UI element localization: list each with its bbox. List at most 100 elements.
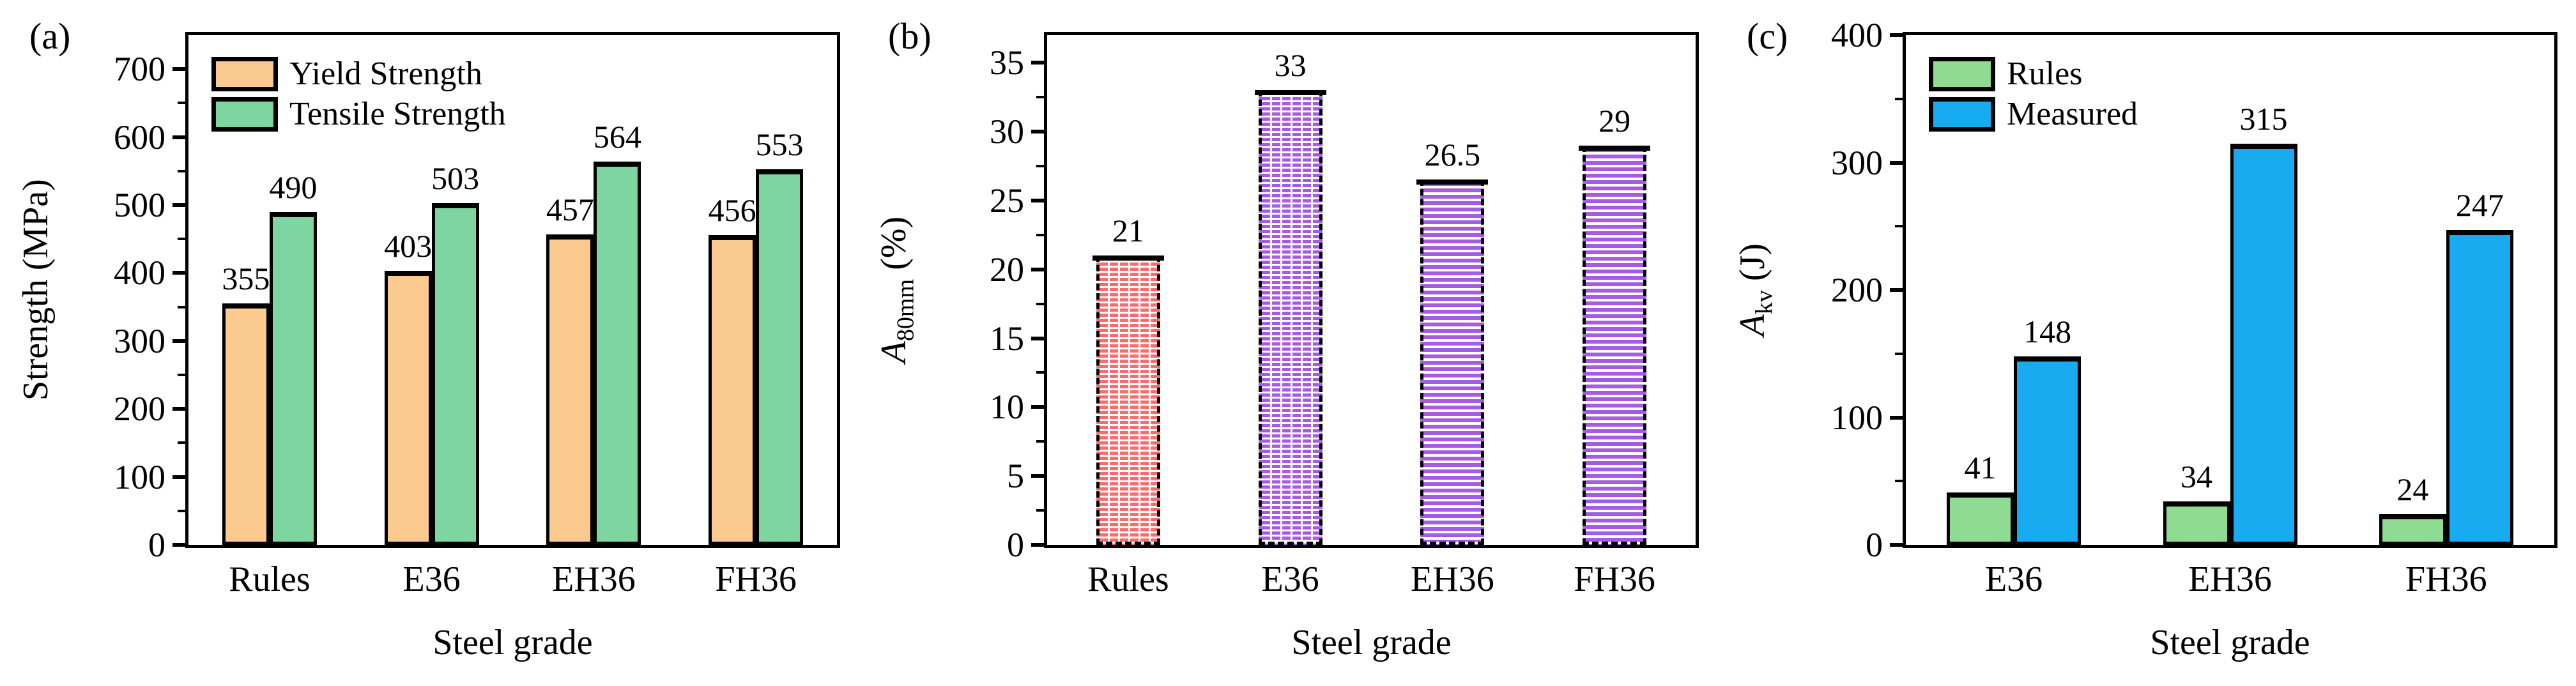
bar [1416,179,1489,545]
panel-a-plot-area: Yield Strength Tensile Strength 0 100 200 3… [114,32,840,597]
legend-label-tensile-strength: Tensile Strength [289,96,506,132]
y-tick-label: 200 [114,390,165,429]
y-minor-tick [1036,233,1044,236]
y-tick-label: 700 [114,50,165,89]
y-tick-label: 0 [148,526,165,564]
y-major-tick [1031,474,1044,478]
bar-value-label: 403 [384,228,433,264]
legend-label-yield-strength: Yield Strength [289,56,482,92]
y-tick-label: 5 [1007,457,1024,496]
bar [222,303,270,545]
y-minor-tick [1895,225,1903,228]
y-major-tick [1031,405,1044,409]
bar [2446,230,2513,545]
panel-b-y-axis-title: A80mm (%) [859,32,935,548]
y-tick-label: 35 [990,43,1024,82]
bar-value-label: 315 [2239,100,2288,137]
bar [269,211,317,545]
y-minor-tick [178,305,185,309]
y-major-tick [1031,336,1044,340]
x-tick-label: Rules [1087,560,1169,599]
x-tick-label: FH36 [715,560,797,599]
y-minor-tick [178,441,185,445]
y-minor-tick [178,509,185,512]
panel-a-legend: Yield Strength Tensile Strength [211,57,506,137]
bar-value-label: 24 [2396,471,2429,508]
y-tick-label: 400 [1831,16,1883,54]
y-major-tick [1890,33,1903,37]
legend-swatch-tensile-strength [211,97,278,132]
y-major-tick [172,203,185,208]
y-axis-title-text: (%) [874,217,914,280]
bar-value-label: 148 [2023,313,2072,349]
bar [2163,501,2230,545]
y-axis-title-text: Strength (MPa) [15,179,56,401]
bar [546,234,594,545]
y-major-tick [172,67,185,72]
bar [2379,514,2446,545]
y-tick-label: 300 [114,321,165,360]
bar [594,161,641,545]
x-tick-label: FH36 [2405,560,2487,599]
bar-value-label: 29 [1598,102,1631,139]
y-axis-title-italic: A [1733,314,1773,337]
y-minor-tick [1036,509,1044,512]
bar [756,169,804,545]
bar-value-label: 355 [222,261,270,297]
y-major-tick [1890,160,1903,165]
legend-swatch-measured [1929,97,1995,132]
y-major-tick [1031,61,1044,65]
bar-value-label: 21 [1112,213,1144,249]
y-minor-tick [1036,440,1044,443]
y-minor-tick [1895,480,1903,483]
y-tick-label: 10 [990,388,1024,427]
bar [709,234,756,545]
bar [1947,492,2014,545]
legend-label-rules: Rules [2007,56,2083,92]
y-tick-label: 30 [990,112,1024,151]
y-major-tick [1031,129,1044,133]
y-major-tick [172,407,185,411]
y-axis-title-subscript: kv [1751,290,1778,315]
y-tick-label: 300 [1831,143,1883,182]
bar-value-label: 34 [2181,459,2212,495]
bar [2014,356,2082,545]
panel-a-label: (a) [29,15,71,57]
bar-value-label: 41 [1964,450,1997,486]
y-axis-title-text: (J) [1733,243,1773,291]
y-minor-tick [178,169,185,172]
panel-c-legend: Rules Measured [1929,57,2138,137]
bar [384,271,432,545]
y-tick-label: 600 [114,118,165,156]
panel-b-plot-area: 0 5 10 15 20 25 30 35 Rules 21 E36 33 EH36 26.5 FH36 29 [990,32,1699,597]
y-major-tick [172,543,185,547]
y-tick-label: 15 [990,319,1024,358]
bar [1092,255,1164,545]
bar [1254,90,1326,545]
y-major-tick [1031,543,1044,547]
y-tick-label: 400 [114,254,165,293]
y-major-tick [172,475,185,479]
y-minor-tick [1036,371,1044,374]
bar [1579,145,1651,545]
legend-swatch-yield-strength [211,57,278,91]
x-tick-label: E36 [402,560,461,599]
y-major-tick [1890,288,1903,292]
y-tick-label: 20 [990,250,1024,289]
panel-c-label: (c) [1747,15,1788,57]
legend-label-measured: Measured [2007,96,2138,132]
x-tick-label: E36 [1985,560,2043,599]
y-tick-label: 25 [990,181,1024,220]
bar-value-label: 247 [2455,187,2504,224]
x-tick-label: EH36 [1411,560,1494,599]
bar [431,202,479,545]
panel-b-label: (b) [888,15,931,57]
y-minor-tick [1895,97,1903,100]
y-minor-tick [178,374,185,377]
y-minor-tick [1036,164,1044,167]
panel-b-x-axis-title: Steel grade [1291,623,1452,662]
legend-item: Tensile Strength [211,97,506,132]
panel-c-y-axis-title: Akv (J) [1717,32,1794,548]
y-tick-label: 100 [1831,398,1883,437]
